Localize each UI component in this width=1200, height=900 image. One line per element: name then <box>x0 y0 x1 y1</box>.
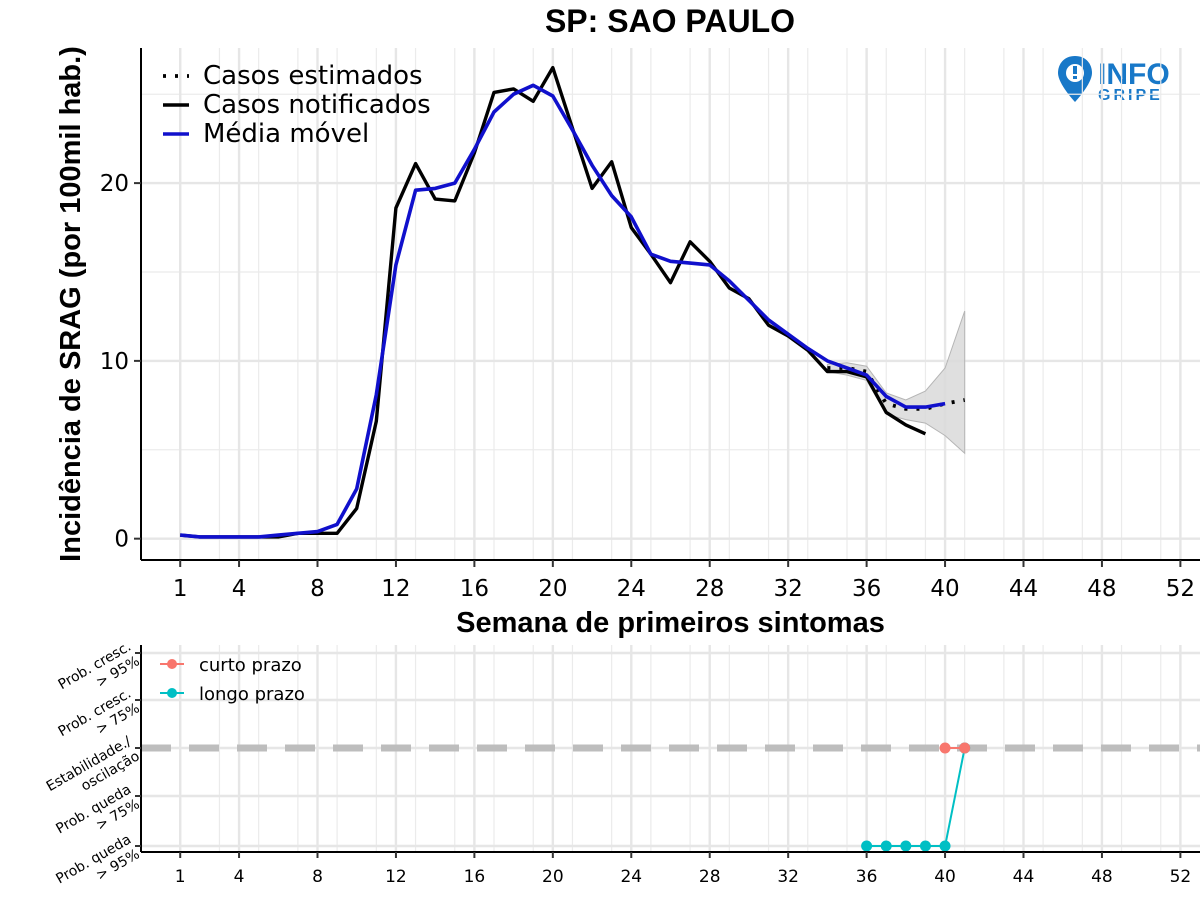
x-tick-label: 16 <box>464 867 486 887</box>
x-tick-label: 1 <box>175 867 186 887</box>
x-tick-label: 52 <box>1170 867 1192 887</box>
x-tick-label: 20 <box>542 867 564 887</box>
x-tick-label: 24 <box>617 576 646 602</box>
top-series <box>180 65 966 539</box>
x-tick-label: 12 <box>385 867 407 887</box>
x-tick-label: 24 <box>620 867 642 887</box>
y-tick-label: 20 <box>100 171 129 197</box>
x-tick-label: 40 <box>930 576 959 602</box>
x-tick-label: 16 <box>460 576 489 602</box>
x-tick-label: 36 <box>852 576 881 602</box>
y-tick-label: 0 <box>114 527 129 553</box>
x-tick-label: 44 <box>1013 867 1035 887</box>
y-tick-label: 10 <box>100 349 129 375</box>
trend-point-longo-prazo <box>880 840 892 852</box>
x-tick-label: 48 <box>1091 867 1113 887</box>
trend-point-longo-prazo <box>900 840 912 852</box>
legend-label: curto prazo <box>199 655 302 676</box>
x-tick-label: 12 <box>381 576 410 602</box>
x-tick-label: 8 <box>310 576 325 602</box>
x-tick-label: 4 <box>232 576 247 602</box>
bottom-legend: curto prazo longo prazo <box>160 655 305 705</box>
x-tick-label: 40 <box>934 867 956 887</box>
uncertainty-band <box>826 310 966 455</box>
trend-point-longo-prazo <box>919 840 931 852</box>
legend-key-point <box>167 688 177 698</box>
legend-label: Casos notificados <box>203 90 431 120</box>
trend-point-longo-prazo <box>939 840 951 852</box>
x-tick-label: 32 <box>777 867 799 887</box>
trend-point-curto-prazo <box>939 742 951 754</box>
chart-title: SP: SAO PAULO <box>545 3 795 39</box>
x-tick-label: 48 <box>1087 576 1116 602</box>
legend-label: Casos estimados <box>203 61 423 91</box>
bottom-series <box>861 742 971 852</box>
x-tick-label: 20 <box>538 576 567 602</box>
infogripe-logo: INFO GRIPE <box>1058 56 1170 104</box>
series-line-m-dia-m-vel <box>180 83 946 539</box>
x-tick-label: 44 <box>1009 576 1038 602</box>
logo-gripe-text: GRIPE <box>1098 87 1163 104</box>
x-tick-label: 28 <box>699 867 721 887</box>
x-tick-label: 28 <box>695 576 724 602</box>
legend-key-point <box>167 659 177 669</box>
location-pin-icon <box>1058 56 1092 102</box>
x-tick-label: 52 <box>1166 576 1195 602</box>
legend-label: Média móvel <box>203 119 369 149</box>
x-axis-title: Semana de primeiros sintomas <box>456 607 885 639</box>
x-tick-label: 8 <box>312 867 323 887</box>
x-tick-label: 1 <box>173 576 188 602</box>
trend-point-longo-prazo <box>861 840 873 852</box>
bottom-grid <box>141 645 1200 852</box>
top-grid <box>141 48 1200 560</box>
logo-info-text: INFO <box>1098 58 1170 91</box>
y-category-label: Prob. queda> 95% <box>53 832 142 900</box>
trend-point-curto-prazo <box>959 742 971 754</box>
legend-label: longo prazo <box>199 684 305 705</box>
y-axis-title: Incidência de SRAG (por 100mil hab.) <box>55 46 87 562</box>
x-tick-label: 36 <box>856 867 878 887</box>
x-tick-label: 4 <box>234 867 245 887</box>
uncertainty-band-area <box>826 310 966 455</box>
x-tick-label: 32 <box>774 576 803 602</box>
